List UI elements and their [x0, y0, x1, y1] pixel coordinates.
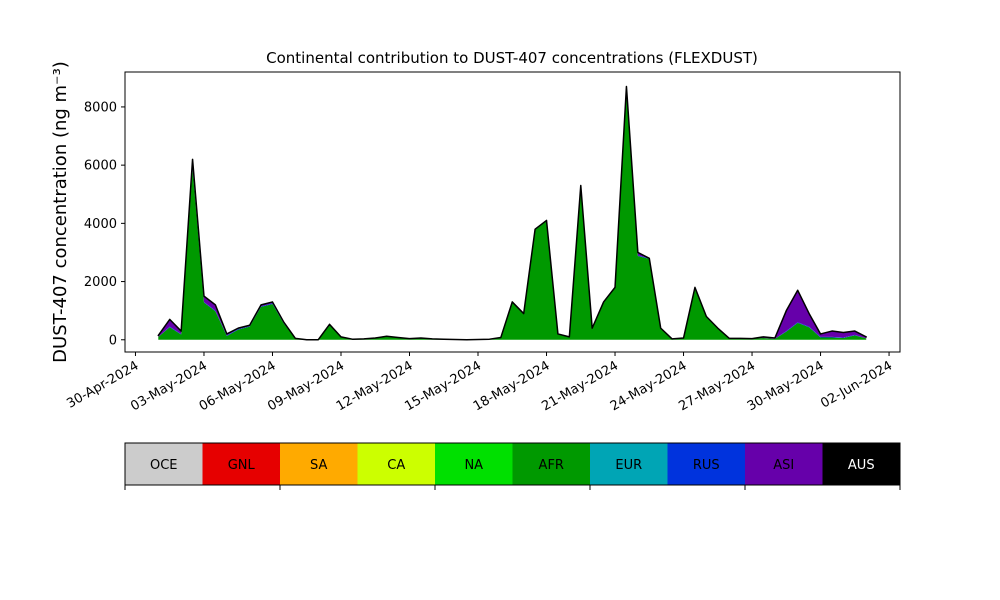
legend-swatch [667, 443, 745, 485]
x-tick-label: 24-May-2024 [608, 358, 690, 414]
y-tick-label: 6000 [84, 159, 117, 174]
x-tick-label: 30-May-2024 [745, 358, 827, 414]
plot-frame [124, 71, 901, 353]
chart-title: Continental contribution to DUST-407 con… [266, 49, 758, 67]
plot-area [157, 85, 867, 341]
x-tick-label: 21-May-2024 [539, 358, 621, 414]
y-axis-label: DUST-407 concentration (ng m⁻³) [50, 61, 71, 363]
legend-swatch [435, 443, 513, 485]
x-tick-label: 02-Jun-2024 [818, 358, 895, 411]
legend-label: GNL [228, 458, 256, 473]
area [157, 85, 867, 341]
legend-ticks [124, 485, 901, 490]
y-tick-label: 8000 [84, 100, 117, 115]
x-tick-label: 18-May-2024 [471, 358, 553, 414]
legend-swatch [590, 443, 668, 485]
legend-label: OCE [150, 458, 178, 473]
legend-swatch [745, 443, 823, 485]
legend-label: CA [387, 458, 405, 473]
legend-label: ASI [773, 458, 794, 473]
legend-swatch [280, 443, 358, 485]
legend-swatch [125, 443, 203, 485]
legend-swatch [357, 443, 435, 485]
x-tick-label: 09-May-2024 [265, 358, 347, 414]
legend-label: RUS [693, 458, 720, 473]
legend-label: SA [310, 458, 327, 473]
legend: OCE GNL SA CA NA AFR EUR RUS ASI AUS [124, 442, 901, 486]
legend-label: EUR [615, 458, 642, 473]
y-tick-label: 4000 [84, 217, 117, 232]
legend-label: AFR [539, 458, 564, 473]
x-tick-label: 27-May-2024 [676, 358, 758, 414]
legend-frame [124, 442, 901, 486]
x-tick-label: 15-May-2024 [402, 358, 484, 414]
legend-label: AUS [848, 458, 875, 473]
y-tick-label: 2000 [84, 275, 117, 290]
legend-swatch [202, 443, 280, 485]
x-tick-label: 03-May-2024 [128, 358, 210, 414]
x-tick-label: 12-May-2024 [334, 358, 416, 414]
legend-swatch [512, 443, 590, 485]
y-tick-label: 0 [109, 333, 117, 348]
x-tick-label: 06-May-2024 [197, 358, 279, 414]
legend-swatch [822, 443, 900, 485]
area [158, 86, 867, 340]
legend-label: NA [464, 458, 483, 473]
